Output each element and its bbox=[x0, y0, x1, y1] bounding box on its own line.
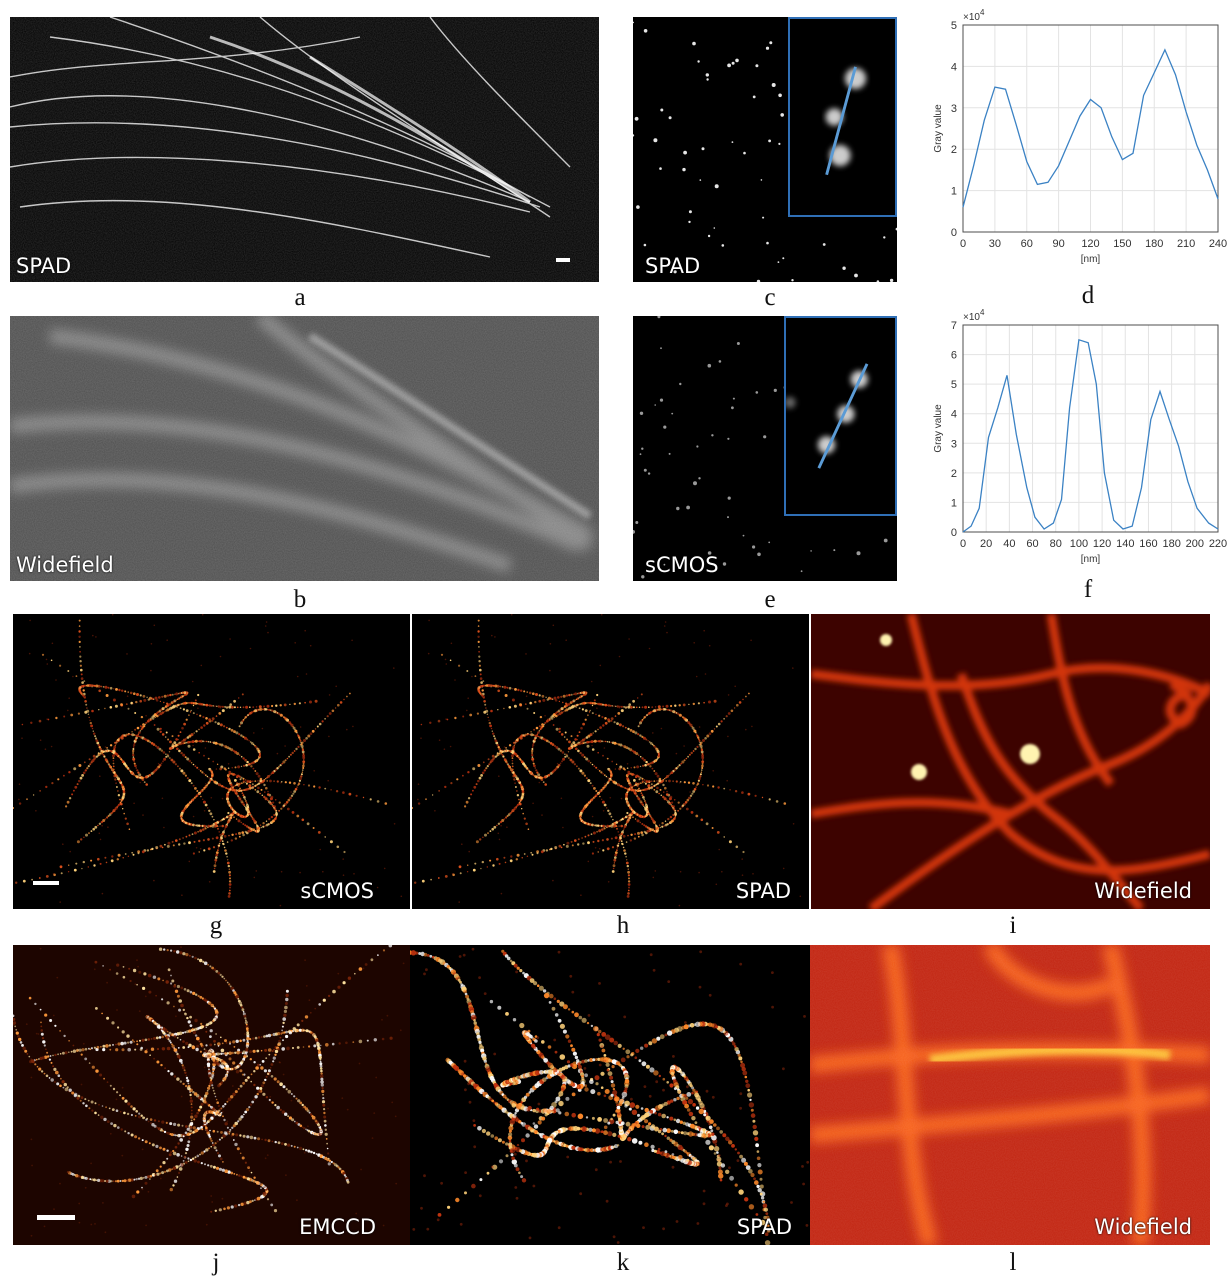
y-tick-label: 7 bbox=[951, 320, 957, 332]
y-tick-label: 5 bbox=[951, 20, 957, 32]
panel-l-label: Widefield bbox=[1094, 1215, 1192, 1239]
y-tick-label: 2 bbox=[951, 468, 957, 480]
panel-k-image: SPAD bbox=[410, 945, 810, 1245]
y-tick-label: 1 bbox=[951, 186, 957, 198]
panel-c-inset bbox=[788, 17, 897, 217]
x-tick-label: 0 bbox=[960, 238, 966, 250]
y-tick-label: 6 bbox=[951, 350, 957, 362]
panel-e-profile-line bbox=[819, 364, 867, 468]
panel-j-letter: j bbox=[196, 1249, 236, 1277]
panel-f-letter: f bbox=[1068, 576, 1108, 604]
x-tick-label: 20 bbox=[980, 538, 992, 550]
panel-b-label: Widefield bbox=[16, 553, 114, 577]
x-tick-label: 120 bbox=[1081, 238, 1099, 250]
panel-g-scalebar bbox=[33, 881, 59, 885]
panel-a-label: SPAD bbox=[16, 254, 71, 278]
x-tick-label: 180 bbox=[1145, 238, 1163, 250]
x-tick-label: 60 bbox=[1026, 538, 1038, 550]
x-tick-label: 150 bbox=[1113, 238, 1131, 250]
panel-g-image: sCMOS bbox=[13, 614, 410, 909]
panel-b-letter: b bbox=[280, 586, 320, 614]
x-tick-label: 180 bbox=[1162, 538, 1180, 550]
x-axis-label: [nm] bbox=[1081, 554, 1101, 565]
x-tick-label: 60 bbox=[1021, 238, 1033, 250]
panel-j-label: EMCCD bbox=[299, 1215, 376, 1239]
panel-g-letter: g bbox=[196, 912, 236, 940]
x-tick-label: 220 bbox=[1209, 538, 1227, 550]
panel-l-image: Widefield bbox=[810, 945, 1210, 1245]
panel-k-letter: k bbox=[603, 1249, 643, 1277]
x-tick-label: 0 bbox=[960, 538, 966, 550]
panel-h-image: SPAD bbox=[412, 614, 809, 909]
panel-e-image: sCMOS bbox=[633, 316, 897, 581]
x-tick-label: 120 bbox=[1093, 538, 1111, 550]
y-tick-label: 4 bbox=[951, 61, 957, 73]
y-tick-label: 0 bbox=[951, 227, 957, 239]
x-tick-label: 100 bbox=[1070, 538, 1088, 550]
panel-i-letter: i bbox=[993, 912, 1033, 940]
panel-g-label: sCMOS bbox=[300, 879, 374, 903]
y-tick-label: 2 bbox=[951, 144, 957, 156]
x-tick-label: 140 bbox=[1116, 538, 1134, 550]
panel-c-label: SPAD bbox=[645, 254, 700, 278]
y-tick-label: 3 bbox=[951, 103, 957, 115]
panel-b-image: Widefield bbox=[10, 316, 599, 581]
y-multiplier: ×104 bbox=[963, 308, 985, 323]
chart-f: 0 20 40 60 80 100 120 140 160 180 200 220 0 1 2 3 4 5 6 7 [n… bbox=[920, 305, 1230, 575]
panel-c-image: SPAD bbox=[633, 17, 897, 282]
panel-a-scalebar bbox=[556, 258, 570, 262]
y-tick-label: 5 bbox=[951, 379, 957, 391]
y-tick-label: 1 bbox=[951, 497, 957, 509]
panel-e-label: sCMOS bbox=[645, 553, 719, 577]
y-multiplier: ×104 bbox=[963, 8, 985, 23]
panel-k-label: SPAD bbox=[737, 1215, 792, 1239]
chart-d: 0 30 60 90 120 150 180 210 240 0 1 2 3 4 5 [nm] Gray val… bbox=[920, 5, 1230, 275]
x-tick-label: 200 bbox=[1186, 538, 1204, 550]
x-tick-label: 80 bbox=[1050, 538, 1062, 550]
panel-a-image: SPAD bbox=[10, 17, 599, 282]
x-tick-label: 240 bbox=[1209, 238, 1227, 250]
panel-i-image: Widefield bbox=[811, 614, 1210, 909]
x-tick-label: 40 bbox=[1003, 538, 1015, 550]
panel-a-letter: a bbox=[280, 284, 320, 312]
panel-j-image: EMCCD bbox=[13, 945, 410, 1245]
x-axis-label: [nm] bbox=[1081, 254, 1101, 265]
panel-c-letter: c bbox=[750, 284, 790, 312]
y-axis-label: Gray value bbox=[933, 104, 944, 153]
y-axis-label: Gray value bbox=[933, 404, 944, 453]
y-tick-label: 3 bbox=[951, 438, 957, 450]
panel-j-scalebar bbox=[37, 1215, 75, 1220]
panel-l-letter: l bbox=[993, 1249, 1033, 1277]
panel-h-letter: h bbox=[603, 912, 643, 940]
x-tick-label: 210 bbox=[1177, 238, 1195, 250]
y-tick-label: 4 bbox=[951, 409, 957, 421]
x-tick-label: 30 bbox=[989, 238, 1001, 250]
panel-i-label: Widefield bbox=[1094, 879, 1192, 903]
panel-e-letter: e bbox=[750, 586, 790, 614]
y-tick-label: 0 bbox=[951, 527, 957, 539]
x-tick-label: 160 bbox=[1139, 538, 1157, 550]
x-tick-label: 90 bbox=[1053, 238, 1065, 250]
panel-h-label: SPAD bbox=[736, 879, 791, 903]
panel-e-inset bbox=[784, 316, 897, 516]
